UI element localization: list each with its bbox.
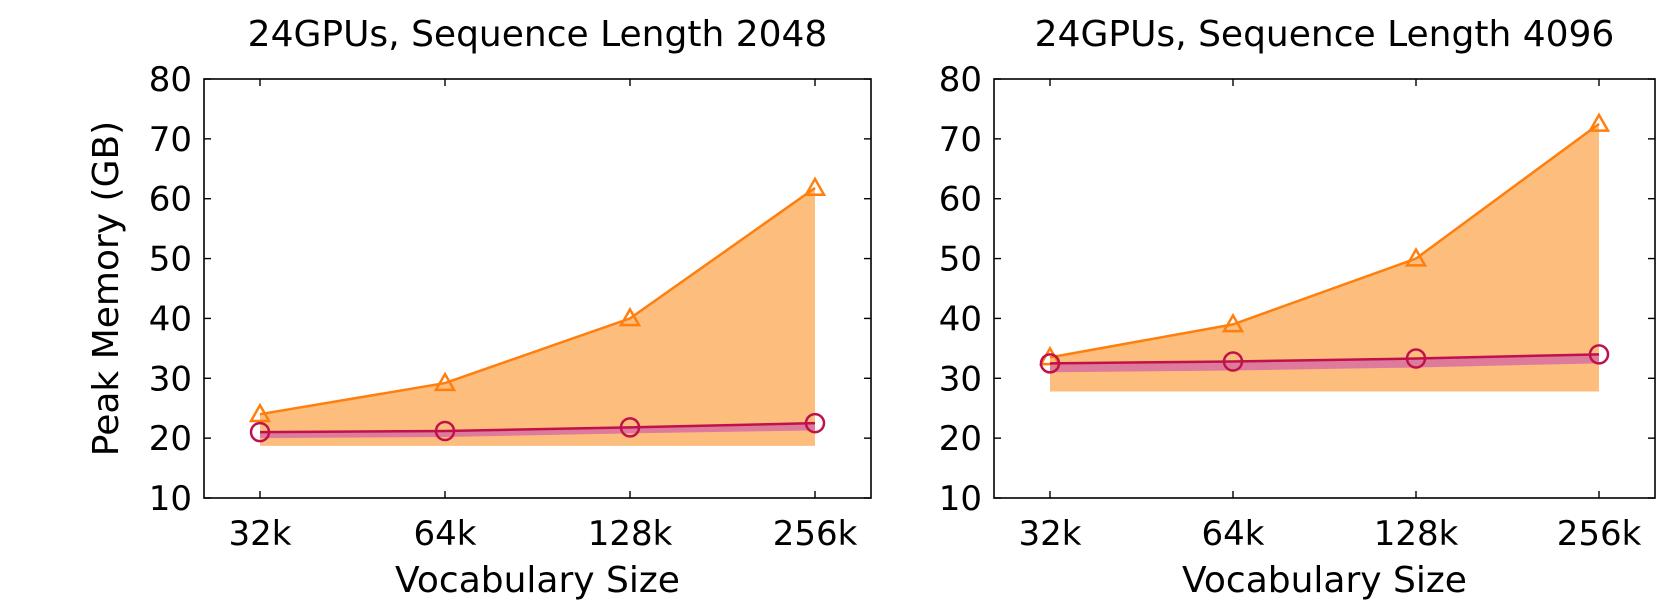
series-2-point: [1405, 348, 1427, 369]
y-tick-label: 40: [939, 299, 982, 339]
chart-title: 24GPUs, Sequence Length 2048: [248, 14, 828, 55]
series-2-line: [259, 421, 816, 434]
y-tick-label: 30: [149, 359, 192, 399]
series-1-point: [803, 176, 827, 196]
x-tick-label: 256k: [1557, 514, 1642, 554]
series-1-point: [618, 306, 642, 327]
y-tick-label: 70: [149, 120, 192, 160]
y-tick-label: 10: [149, 479, 192, 519]
chart-title: 24GPUs, Sequence Length 4096: [1035, 14, 1615, 55]
y-tick-label: 70: [939, 120, 982, 160]
series-2-band: [1050, 354, 1599, 373]
series-1-line: [259, 186, 816, 416]
y-tick-label: 60: [149, 180, 192, 220]
x-tick-label: 64k: [1202, 514, 1265, 554]
series-1-point: [1587, 112, 1611, 132]
y-axis-label: Peak Memory (GB): [86, 121, 127, 456]
series-1-point: [1221, 312, 1245, 333]
series-1-point: [1404, 247, 1428, 267]
y-tick-label: 80: [939, 60, 982, 100]
x-tick-label: 64k: [414, 514, 477, 554]
series-1-point: [433, 371, 457, 392]
series-2-point: [1039, 353, 1061, 374]
y-tick-label: 60: [939, 180, 982, 220]
plot-frame: [203, 78, 872, 499]
series-2-point: [434, 420, 456, 442]
series-2-point: [804, 412, 826, 434]
x-tick-label: 32k: [229, 514, 292, 554]
y-tick-label: 20: [939, 419, 982, 459]
plot-area: [1038, 112, 1611, 392]
series-2-point: [249, 421, 271, 443]
series-1-band: [1050, 123, 1599, 392]
x-tick-label: 256k: [773, 514, 858, 554]
y-tick-label: 10: [939, 479, 982, 519]
series-1-line: [1049, 122, 1600, 359]
series-1-band: [260, 187, 815, 446]
x-tick-label: 128k: [588, 514, 673, 554]
series-2-point: [619, 417, 641, 438]
plot-area: [248, 176, 827, 446]
y-tick-label: 50: [939, 240, 982, 280]
series-2-point: [1222, 351, 1244, 372]
chart-panel-1: 24GPUs, Sequence Length 2048 Peak Memory…: [86, 14, 872, 601]
y-tick-label: 50: [149, 240, 192, 280]
series-1-point: [248, 402, 272, 423]
x-axis-label: Vocabulary Size: [1182, 560, 1467, 601]
y-tick-label: 40: [149, 299, 192, 339]
y-tick-label: 20: [149, 419, 192, 459]
plot-frame: [993, 78, 1656, 499]
series-2-line: [1049, 353, 1600, 365]
x-tick-label: 128k: [1374, 514, 1459, 554]
y-tick-label: 30: [939, 359, 982, 399]
y-tick-label: 80: [149, 60, 192, 100]
series-2-point: [1588, 344, 1610, 365]
x-tick-label: 32k: [1019, 514, 1082, 554]
chart-panel-2: 24GPUs, Sequence Length 4096 Vocabulary …: [939, 14, 1656, 601]
x-axis-label: Vocabulary Size: [395, 560, 680, 601]
